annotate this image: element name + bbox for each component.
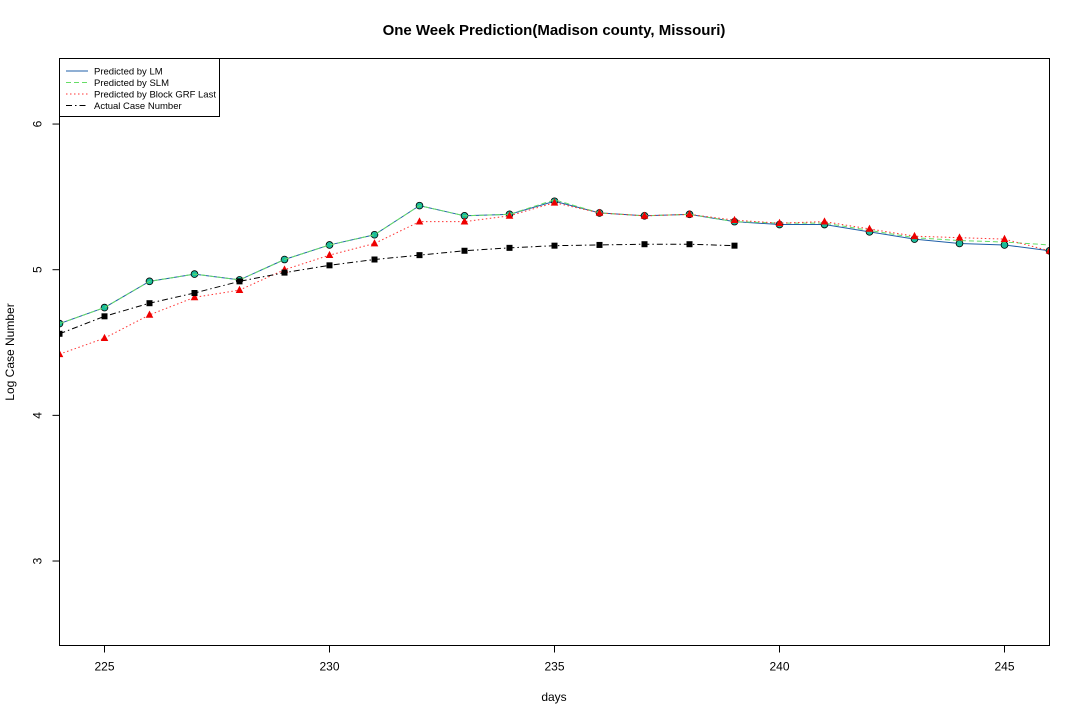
y-tick-label: 4 [31,412,45,419]
data-point [59,349,64,358]
data-point [550,198,559,206]
x-axis-label: days [541,690,566,704]
data-point [325,250,334,259]
data-point [595,208,604,216]
y-tick-label: 3 [31,557,45,564]
data-point [100,303,109,312]
y-axis: 3 4 5 6 [31,120,60,564]
data-point [596,241,603,248]
data-point [415,217,424,225]
data-point [731,242,738,249]
series-1 [59,199,1050,325]
data-point [371,256,378,263]
series-line [59,199,1050,325]
data-point [146,300,153,307]
data-point [955,233,964,241]
data-point [865,224,874,232]
data-point [59,330,63,337]
data-point [370,230,379,239]
chart-title: One Week Prediction(Madison county, Miss… [383,22,726,39]
data-point [325,241,334,249]
data-point [416,252,423,259]
data-point [145,310,154,318]
data-point [190,293,199,301]
x-tick-label: 240 [769,660,789,674]
legend-entry: Actual Case Number [94,101,182,112]
x-tick-label: 235 [544,660,564,674]
data-point [775,218,784,226]
series-line [59,202,1050,355]
data-point [910,231,919,240]
data-point [460,217,469,225]
data-point [730,215,739,224]
data-point [686,241,693,248]
legend-entry: Predicted by SLM [94,78,169,89]
y-tick-label: 6 [31,120,45,127]
data-point [191,290,198,297]
legend-box [59,58,220,117]
data-point [640,211,649,219]
x-axis: 225 230 235 240 245 [94,645,1015,674]
data-point [551,242,558,249]
y-axis-label: Log Case Number [3,303,17,400]
series-2 [59,198,1050,358]
data-point [326,262,333,269]
series-line [59,200,1050,325]
legend-entry: Predicted by Block GRF Last [94,90,216,101]
data-point [370,239,379,247]
x-tick-label: 230 [319,660,339,674]
x-tick-label: 225 [94,660,114,674]
data-point [236,278,243,285]
data-point [281,269,288,276]
data-point [59,319,64,328]
data-point [506,244,513,251]
data-point [505,211,514,219]
data-point [1000,241,1009,249]
plot-frame [59,58,1050,646]
series-0 [59,197,1050,328]
data-point [685,210,694,218]
data-point [820,217,829,225]
data-point [235,285,244,293]
series-line [59,243,735,335]
data-point [100,333,109,342]
legend-entry: Predicted by LM [94,67,163,78]
plot-area [59,197,1050,358]
y-tick-label: 5 [31,266,45,273]
series-3 [59,241,738,337]
data-point [641,241,648,248]
x-tick-label: 245 [994,660,1014,674]
data-point [1045,246,1050,254]
data-point [1000,234,1009,242]
data-point [101,313,108,320]
data-point [461,247,468,254]
